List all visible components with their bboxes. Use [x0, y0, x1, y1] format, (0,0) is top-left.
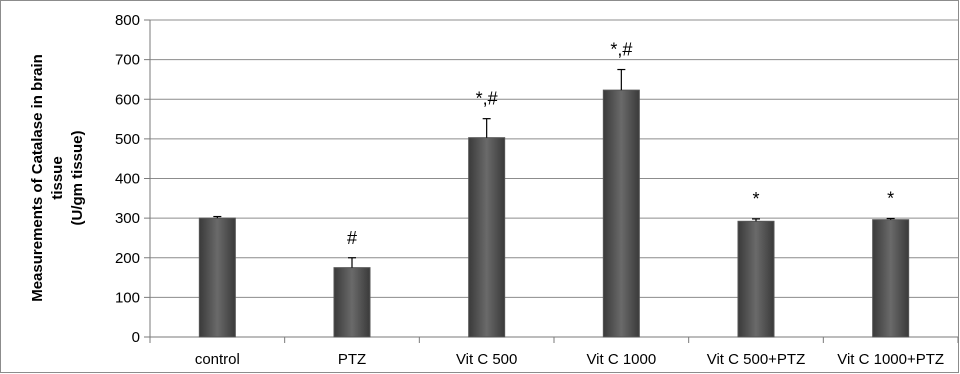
- y-tick-labels: 0 100 200 300 400 500 600 700 800: [115, 12, 140, 346]
- y-tick-label: 800: [115, 12, 140, 29]
- y-tick-label: 600: [115, 91, 140, 108]
- bar: [468, 137, 506, 338]
- bar: [872, 219, 910, 338]
- significance-label: *: [887, 189, 894, 209]
- significance-label: #: [347, 228, 357, 248]
- y-tick-label: 200: [115, 250, 140, 267]
- significance-label: *,#: [476, 89, 498, 109]
- x-tick-label: PTZ: [338, 351, 366, 368]
- x-tick-label: Vit C 1000: [586, 351, 656, 368]
- bar: [602, 89, 640, 338]
- x-tick-labels: control PTZ Vit C 500 Vit C 1000 Vit C 500+P…: [195, 351, 944, 368]
- y-tick-label: 400: [115, 171, 140, 188]
- x-tick-label: Vit C 500: [456, 351, 517, 368]
- grid-lines: [144, 19, 959, 343]
- y-axis-title-line-1: Measurements of Catalase in brain: [29, 54, 46, 302]
- y-axis-title-line-3: (U/gm tissue): [69, 130, 86, 225]
- y-tick-label: 700: [115, 52, 140, 69]
- bars: # *,# *,# * *: [198, 40, 910, 338]
- y-tick-label: 500: [115, 131, 140, 148]
- significance-label: *,#: [610, 40, 632, 60]
- bar: [333, 267, 371, 338]
- y-tick-label: 0: [132, 329, 140, 346]
- bar: [737, 220, 775, 338]
- significance-label: *: [752, 189, 759, 209]
- x-tick-label: Vit C 500+PTZ: [707, 351, 806, 368]
- y-tick-label: 300: [115, 210, 140, 227]
- bar: [198, 217, 236, 338]
- y-axis-title: Measurements of Catalase in brain tissue…: [29, 54, 86, 302]
- x-tick-label: Vit C 1000+PTZ: [837, 351, 944, 368]
- y-tick-label: 100: [115, 289, 140, 306]
- y-axis-title-line-2: tissue: [49, 156, 66, 199]
- x-tick-label: control: [195, 351, 240, 368]
